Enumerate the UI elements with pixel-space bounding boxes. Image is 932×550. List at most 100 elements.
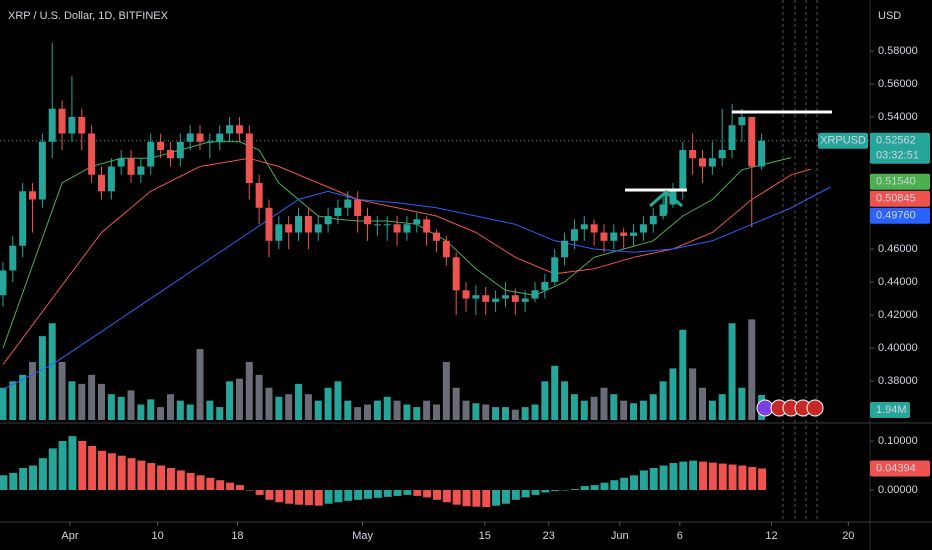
macd-bar	[580, 486, 589, 491]
volume-bar	[521, 407, 529, 420]
macd-bar	[216, 480, 225, 491]
volume-bar	[364, 404, 372, 420]
y-tick-label: 0.54000	[878, 111, 918, 123]
candle-body	[570, 229, 578, 241]
volume-bar	[482, 404, 490, 420]
volume-bar	[265, 387, 273, 420]
candle-body	[659, 204, 667, 217]
volume-bar	[304, 394, 312, 420]
candle-body	[511, 295, 519, 302]
countdown: 03:32:51	[876, 150, 919, 162]
candle-body	[226, 125, 234, 134]
candle-body	[590, 224, 598, 233]
y-tick-label: 0.58000	[878, 45, 918, 57]
volume-bar	[373, 400, 381, 420]
candle-body	[97, 174, 105, 192]
macd-bar	[748, 466, 757, 491]
macd-bar	[413, 490, 422, 496]
volume-bar	[226, 381, 234, 420]
volume-bar	[295, 383, 303, 420]
candle-body	[354, 199, 362, 217]
ma-badge	[870, 173, 930, 190]
macd-bar	[176, 470, 185, 491]
candle-body	[216, 133, 224, 142]
volume-bar	[196, 349, 204, 420]
volume-bar	[699, 387, 707, 420]
candle-body	[166, 150, 174, 159]
macd-bar	[255, 490, 264, 495]
candle-body	[58, 108, 66, 134]
macd-layer	[0, 436, 767, 508]
volume-bar	[423, 400, 431, 420]
macd-bar	[275, 490, 284, 503]
volume-bar	[19, 374, 27, 420]
volume-bar	[117, 396, 125, 420]
volume-bar	[708, 400, 716, 420]
candle-body	[630, 232, 638, 236]
volume-bar	[255, 374, 263, 420]
volume-bar	[324, 387, 332, 420]
x-tick-label: May	[352, 530, 373, 542]
candle-body	[304, 216, 312, 233]
moving-average	[2, 186, 831, 390]
macd-bar	[649, 467, 658, 491]
volume-bar	[235, 378, 243, 420]
macd-bar	[29, 465, 38, 491]
volume-bar	[9, 381, 17, 420]
x-tick-label: 6	[677, 530, 683, 542]
volume-bar	[472, 403, 480, 420]
candle-body	[364, 216, 372, 225]
ma-value-label: 0.49760	[876, 210, 916, 222]
macd-bar	[235, 485, 244, 491]
macd-bar	[561, 490, 570, 491]
x-tick-label: 20	[842, 530, 854, 542]
volume-bar	[679, 329, 687, 420]
candle-body	[472, 295, 480, 299]
volume-bar	[29, 361, 37, 420]
macd-bar	[728, 464, 737, 491]
candle-body	[551, 257, 559, 283]
candle-body	[442, 240, 450, 258]
candle-body	[492, 298, 500, 302]
macd-bar	[226, 482, 235, 491]
macd-bar	[442, 490, 451, 503]
candle-body	[265, 207, 273, 241]
candle-body	[610, 232, 618, 241]
macd-bar	[630, 475, 639, 491]
candle-body	[413, 219, 421, 225]
candle-body	[176, 141, 184, 159]
candle-body	[620, 232, 628, 236]
macd-bar	[373, 490, 382, 498]
symbol-badge	[818, 132, 868, 149]
currency: USD	[878, 10, 901, 22]
candle-body	[718, 150, 726, 159]
macd-bar	[708, 462, 717, 491]
ma-value-label: 0.50845	[876, 193, 916, 205]
future-markers	[782, 0, 818, 522]
volume-layer	[0, 319, 766, 420]
candle-body	[295, 216, 303, 233]
volume-bar	[48, 323, 56, 420]
candle-body	[679, 150, 687, 192]
candle-body	[0, 270, 7, 296]
volume-bar	[561, 381, 569, 420]
volume-bar	[354, 407, 362, 420]
candle-body	[561, 240, 569, 258]
up-arrow	[649, 190, 683, 214]
volume-bar	[68, 381, 76, 420]
y-tick-label: 0.44000	[878, 276, 918, 288]
macd-bar	[501, 490, 510, 504]
macd-bar	[58, 441, 67, 491]
chart-title: XRP / U.S. Dollar, 1D, BITFINEX	[8, 10, 169, 22]
macd-bar	[186, 472, 195, 491]
candle-body	[423, 219, 431, 233]
y-tick-label: 0.38000	[878, 375, 918, 387]
macd-bar	[452, 490, 461, 505]
volume-bar	[452, 387, 460, 420]
macd-bar	[699, 461, 708, 491]
macd-bar	[639, 470, 648, 491]
macd-bar	[432, 490, 441, 500]
candle-body	[580, 224, 588, 230]
